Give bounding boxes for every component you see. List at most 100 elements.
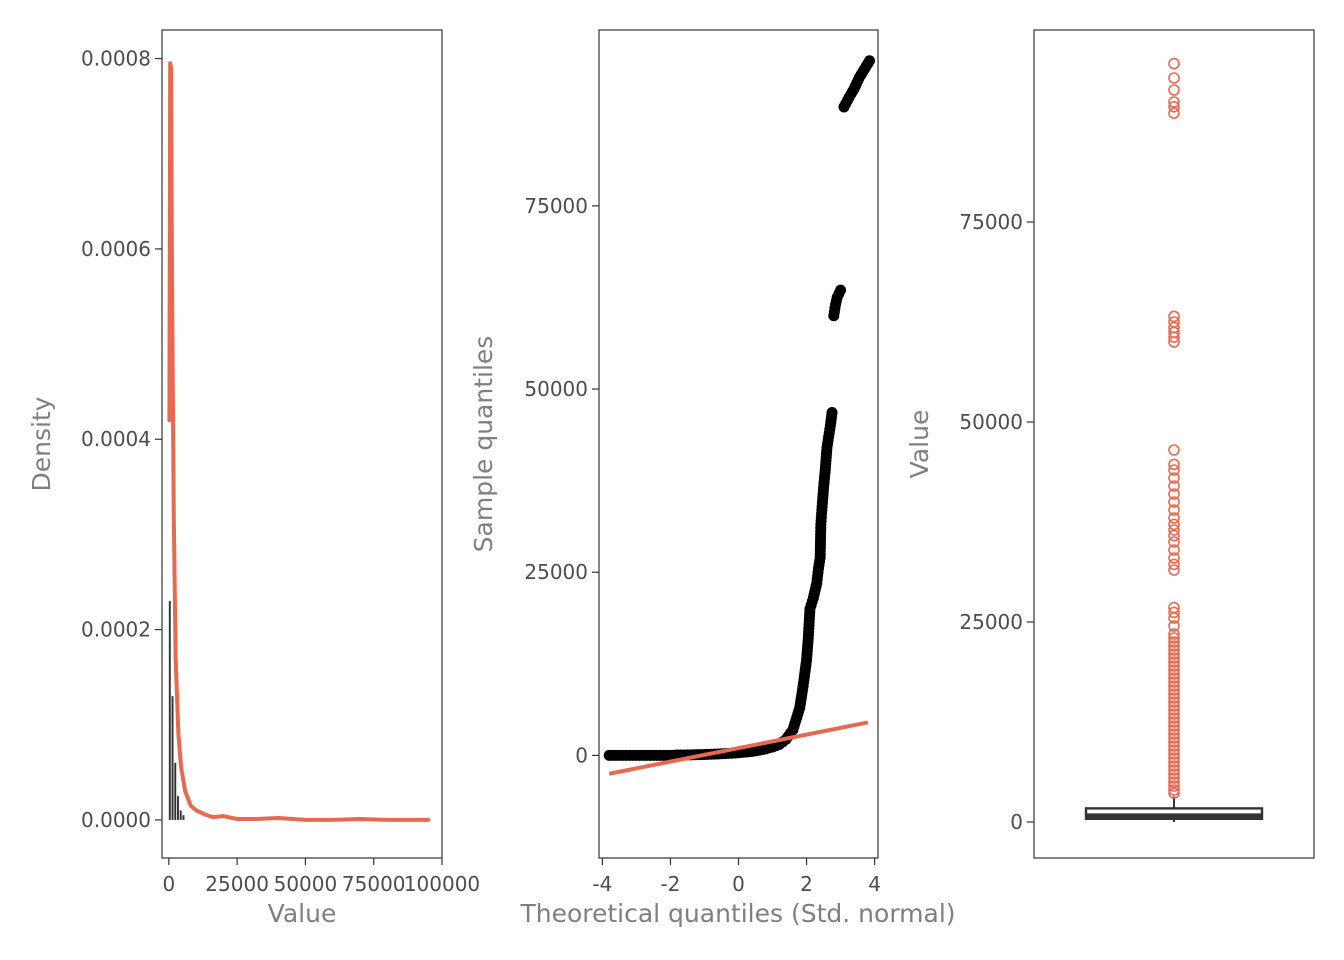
qq-x-tick-label: 0 [732, 872, 745, 896]
density-x-tick-label: 0 [162, 872, 175, 896]
density-y-tick-label: 0.0002 [81, 618, 151, 642]
boxplot-y-axis-title: Value [905, 410, 934, 479]
density-y-tick-label: 0.0006 [81, 237, 151, 261]
box-outlier [1168, 564, 1180, 576]
box-outlier [1168, 648, 1180, 660]
qq-reference-line [608, 720, 869, 776]
qq-point [835, 284, 847, 296]
box-outlier [1168, 728, 1180, 740]
box-outlier [1168, 700, 1180, 712]
density-y-axis: 0.0000 0.0002 0.0004 0.0006 0.0008 [81, 47, 162, 832]
qq-panel-frame [598, 29, 879, 859]
qq-y-tick-label: 75000 [524, 194, 588, 218]
box-outlier [1168, 480, 1180, 492]
qq-y-tick-label: 0 [575, 743, 588, 767]
box-outlier [1168, 668, 1180, 680]
box-outlier [1168, 518, 1180, 531]
density-y-tick-label: 0.0000 [81, 808, 151, 832]
box-outlier [1168, 764, 1180, 776]
density-x-axis-title: Value [268, 899, 337, 928]
box-outlier [1168, 676, 1180, 688]
box-outlier [1168, 652, 1180, 664]
density-y-tick-label: 0.0008 [81, 47, 151, 71]
box-outlier [1168, 724, 1180, 736]
box-outlier [1168, 740, 1180, 752]
box-outlier [1168, 660, 1180, 672]
density-x-tick-label: 50000 [274, 872, 338, 896]
boxplot-panel-frame [1033, 29, 1315, 859]
boxplot-y-tick-label: 50000 [959, 410, 1023, 434]
qq-x-axis-title: Theoretical quantiles (Std. normal) [519, 899, 955, 928]
box-outlier [1168, 744, 1180, 756]
box-outlier [1168, 488, 1180, 500]
box-outlier [1168, 720, 1180, 732]
histogram-bar [179, 810, 182, 820]
histogram-bar [171, 696, 174, 820]
qq-y-tick-label: 50000 [524, 377, 588, 401]
density-plot-layer [167, 61, 431, 822]
box-outlier [1168, 558, 1180, 571]
qq-x-tick-label: 2 [800, 872, 813, 896]
box-outlier [1168, 601, 1180, 614]
box-outlier [1168, 692, 1180, 704]
box-outlier [1168, 620, 1180, 632]
box-outlier [1168, 756, 1180, 768]
box-outlier [1168, 444, 1180, 456]
box-outlier [1168, 529, 1180, 542]
box-outlier [1168, 748, 1180, 760]
histogram-bar [174, 762, 177, 820]
box-outlier [1168, 768, 1180, 780]
qq-x-axis: -4 -2 0 2 4 [592, 858, 881, 896]
box-outlier [1168, 672, 1180, 684]
density-y-tick-label: 0.0004 [81, 427, 151, 451]
qq-panel: -4 -2 0 2 4 0 25000 50000 75000 Theoretical qua… [469, 29, 956, 928]
boxplot-y-tick-label: 75000 [959, 210, 1023, 234]
box-outlier [1168, 787, 1180, 800]
box-outlier [1168, 316, 1180, 328]
boxplot-y-axis: 0 25000 50000 75000 [959, 210, 1034, 834]
box-outlier [1168, 752, 1180, 764]
box-outlier [1168, 512, 1180, 524]
box-outlier [1168, 544, 1180, 556]
qq-point [863, 55, 875, 67]
box-outlier [1168, 107, 1180, 119]
qq-x-tick-label: -4 [592, 872, 612, 896]
box-outlier [1168, 628, 1180, 640]
box-outlier [1168, 760, 1180, 772]
box-outlier [1168, 632, 1180, 644]
density-x-tick-label: 100000 [404, 872, 480, 896]
box-outlier [1168, 680, 1180, 692]
box-outlier [1168, 310, 1180, 323]
boxplot-y-tick-label: 0 [1010, 810, 1023, 834]
qq-x-tick-label: -2 [660, 872, 680, 896]
box-outlier [1168, 732, 1180, 744]
box-outlier [1168, 784, 1180, 796]
box-outlier [1168, 644, 1180, 656]
density-panel-frame [161, 29, 443, 859]
histogram-bar [177, 796, 179, 820]
box-outlier [1168, 536, 1180, 548]
box-outlier [1168, 524, 1180, 536]
box-outlier [1168, 636, 1180, 648]
box-outlier [1168, 640, 1180, 652]
qq-y-tick-label: 25000 [524, 560, 588, 584]
box-outlier [1168, 780, 1180, 792]
histogram-bar [168, 601, 171, 820]
boxplot-panel: 0 25000 50000 75000 Value [905, 29, 1315, 859]
density-x-tick-label: 25000 [205, 872, 269, 896]
box-outlier [1168, 552, 1180, 564]
box-outlier [1168, 712, 1180, 724]
box-outlier [1168, 472, 1180, 484]
box-outlier [1168, 776, 1180, 788]
box-outlier [1168, 496, 1180, 508]
qq-plot-layer [603, 55, 875, 776]
density-line [167, 61, 431, 822]
qq-y-axis: 0 25000 50000 75000 [524, 194, 599, 767]
box-outlier [1168, 458, 1180, 471]
box-outlier [1168, 772, 1180, 784]
box-outlier [1168, 321, 1180, 334]
box-outlier [1168, 716, 1180, 728]
density-y-axis-title: Density [27, 396, 56, 491]
